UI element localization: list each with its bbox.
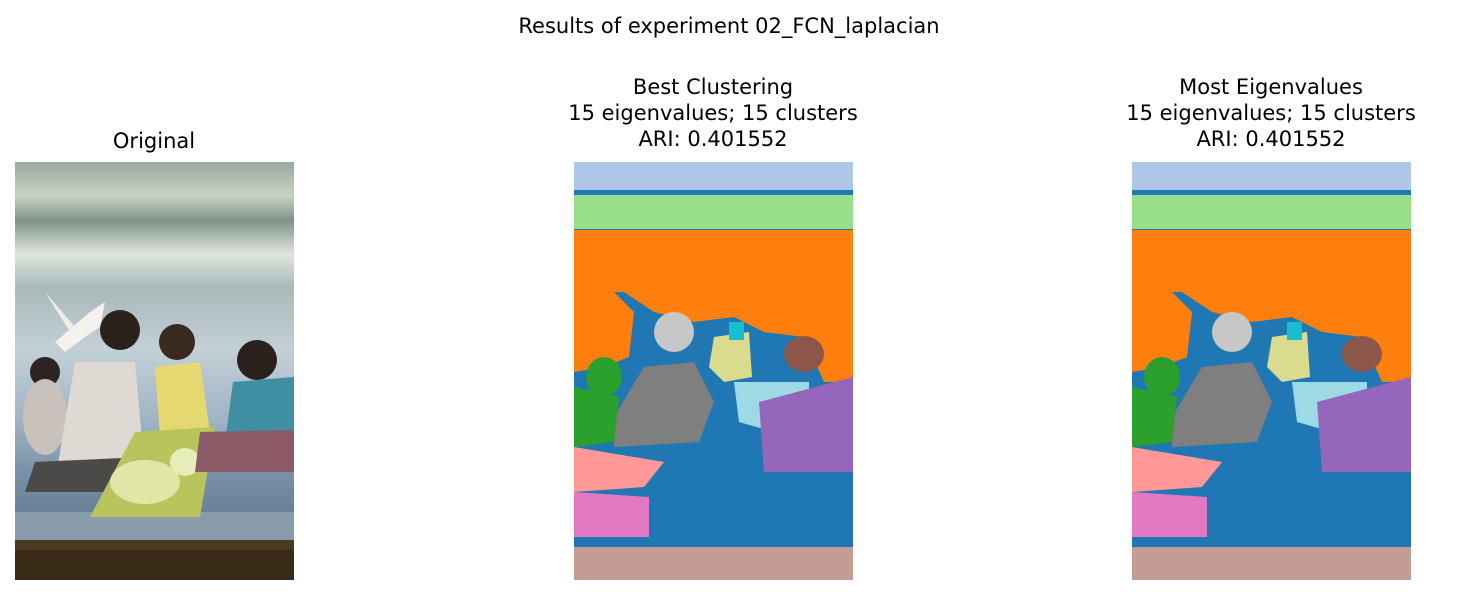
most-title-line-3: ARI: 0.401552: [1196, 127, 1346, 151]
original-photo: [15, 162, 294, 580]
best-title-line-3: ARI: 0.401552: [638, 127, 788, 151]
best-clustering-segmentation: [574, 162, 853, 580]
best-clustering-panel-title: Best Clustering 15 eigenvalues; 15 clust…: [533, 74, 893, 152]
best-title-line-2: 15 eigenvalues; 15 clusters: [568, 101, 858, 125]
original-panel-title: Original: [14, 128, 294, 154]
best-clustering-image: [574, 162, 853, 580]
most-eigenvalues-panel-title: Most Eigenvalues 15 eigenvalues; 15 clus…: [1091, 74, 1451, 152]
most-eigenvalues-image: [1132, 162, 1411, 580]
most-title-line-1: Most Eigenvalues: [1179, 75, 1363, 99]
original-title-line: Original: [112, 129, 196, 153]
original-image: [15, 162, 294, 580]
most-eigenvalues-segmentation: [1132, 162, 1411, 580]
best-title-line-1: Best Clustering: [632, 75, 794, 99]
figure-title: Results of experiment 02_FCN_laplacian: [518, 14, 940, 38]
most-title-line-2: 15 eigenvalues; 15 clusters: [1126, 101, 1416, 125]
